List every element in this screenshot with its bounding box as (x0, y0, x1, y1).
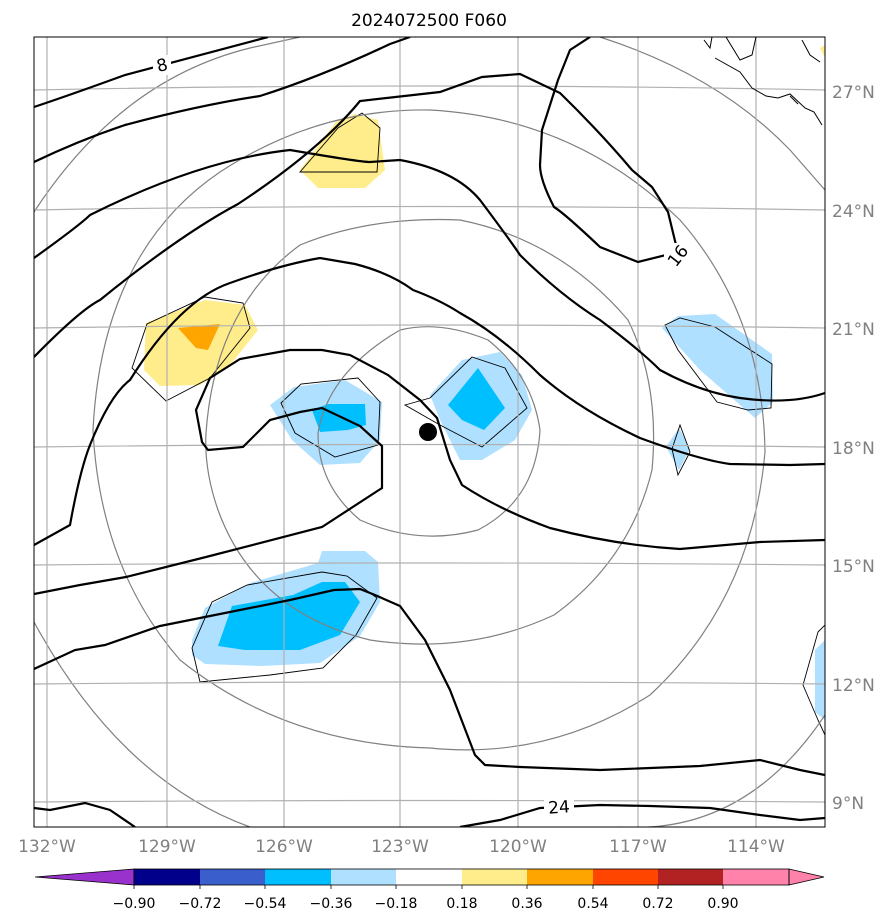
lat-tick-label: 18°N (832, 439, 875, 459)
height-contours (34, 37, 825, 827)
lon-axis: 132°W 129°W 126°W 123°W 120°W 117°W 114°… (18, 837, 785, 857)
lat-tick-label: 24°N (832, 202, 875, 222)
shade-orange-west (178, 324, 220, 350)
colorbar: −0.90 −0.72 −0.54 −0.36 −0.18 0.18 0.36 … (34, 868, 825, 912)
lon-tick-label: 126°W (255, 837, 313, 857)
colorbar-segment (658, 869, 723, 885)
shade-blue-south (218, 582, 360, 650)
plot-frame (33, 36, 826, 828)
thin-contour-layer (131, 112, 825, 736)
colorbar-segment (265, 869, 331, 885)
contour-label-24: 24 (548, 797, 571, 818)
colorbar-extend-high (788, 868, 825, 886)
lon-tick-label: 129°W (138, 837, 196, 857)
graticule (34, 37, 825, 827)
lon-tick-label: 132°W (18, 837, 76, 857)
colorbar-tick-label: −0.54 (244, 896, 287, 912)
colorbar-segment (723, 869, 789, 885)
lon-tick-label: 117°W (609, 837, 667, 857)
colorbar-segment (134, 869, 200, 885)
colorbar-tick-label: −0.36 (310, 896, 353, 912)
shading-layer (144, 45, 825, 720)
lon-tick-label: 114°W (727, 837, 785, 857)
lat-tick-label: 15°N (832, 557, 875, 577)
colorbar-segment (527, 869, 593, 885)
colorbar-segment (396, 869, 462, 885)
chart-title: 2024072500 F060 (351, 11, 507, 31)
storm-center-marker (419, 423, 437, 441)
lat-tick-label: 9°N (832, 794, 864, 814)
colorbar-tick-label: 0.90 (707, 896, 738, 912)
shade-yellow-corner (820, 45, 825, 58)
colorbar-tick-label: 0.54 (577, 896, 608, 912)
lat-tick-label: 27°N (832, 83, 875, 103)
colorbar-segment (462, 869, 527, 885)
lat-axis: 27°N 24°N 21°N 18°N 15°N 12°N 9°N (832, 83, 875, 814)
lon-tick-label: 120°W (489, 837, 547, 857)
shade-blue-center-left (312, 404, 366, 432)
shade-lightblue-east (662, 314, 773, 418)
colorbar-tick-label: −0.18 (375, 896, 418, 912)
lat-tick-label: 21°N (832, 320, 875, 340)
colorbar-tick-label: 0.72 (642, 896, 673, 912)
contour-label-8: 8 (155, 55, 170, 77)
coastline (703, 37, 823, 126)
colorbar-tick-label: −0.90 (113, 896, 156, 912)
colorbar-segment (200, 869, 265, 885)
colorbar-segment (331, 869, 396, 885)
lat-tick-label: 12°N (832, 676, 875, 696)
colorbar-extend-low (34, 868, 135, 886)
shade-lightblue-east-small (666, 428, 690, 470)
shade-lightblue-southeast (815, 640, 825, 720)
shade-blue-center-right (448, 368, 505, 430)
colorbar-tick-label: 0.36 (511, 896, 542, 912)
lon-tick-label: 123°W (371, 837, 429, 857)
colorbar-segment (593, 869, 658, 885)
colorbar-tick-label: −0.72 (179, 896, 222, 912)
colorbar-tick-label: 0.18 (446, 896, 477, 912)
shade-yellow-north (300, 114, 385, 188)
